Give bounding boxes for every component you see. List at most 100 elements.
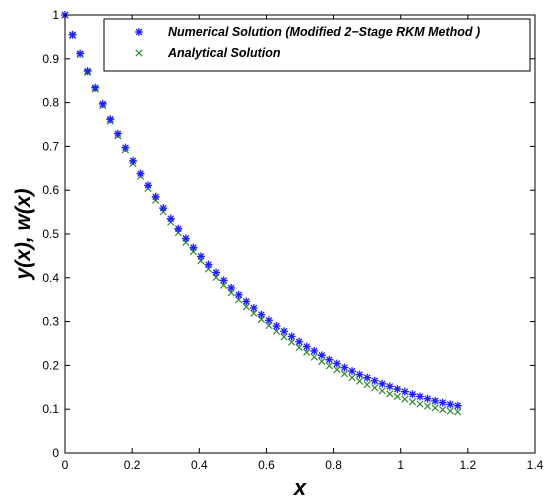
data-point xyxy=(287,332,296,341)
data-point xyxy=(370,376,379,385)
x-tick-label: 0.8 xyxy=(325,458,342,472)
data-point xyxy=(408,398,417,406)
data-point xyxy=(431,396,440,405)
data-point xyxy=(332,359,341,368)
data-point xyxy=(378,387,386,395)
data-point xyxy=(439,406,447,414)
data-point xyxy=(310,346,319,355)
data-point xyxy=(446,400,455,409)
x-tick-label: 0.6 xyxy=(258,458,275,472)
x-axis-label: x xyxy=(293,475,307,499)
data-point xyxy=(423,402,432,410)
data-point xyxy=(113,129,122,138)
data-point xyxy=(310,353,318,361)
y-tick-label: 0.2 xyxy=(42,358,59,372)
y-tick-label: 0.1 xyxy=(42,402,59,416)
data-point xyxy=(272,321,281,330)
data-point xyxy=(393,392,401,401)
legend-label: Numerical Solution (Modified 2−Stage RKM… xyxy=(168,25,480,39)
data-point xyxy=(431,404,439,412)
data-point xyxy=(385,382,394,391)
data-point xyxy=(227,283,236,292)
data-point xyxy=(355,377,364,385)
y-tick-label: 0.5 xyxy=(42,227,59,241)
data-point xyxy=(302,342,311,351)
data-point xyxy=(453,401,462,410)
data-point xyxy=(151,192,160,201)
data-point xyxy=(280,327,289,336)
data-point xyxy=(219,276,228,285)
data-point xyxy=(348,374,356,382)
data-point xyxy=(181,234,190,243)
x-tick-label: 1.2 xyxy=(460,458,477,472)
data-point xyxy=(98,99,107,108)
data-point xyxy=(454,408,462,416)
data-point xyxy=(68,30,77,39)
data-point xyxy=(416,400,424,408)
data-point xyxy=(264,316,273,325)
data-point xyxy=(174,224,183,233)
legend-entry: Numerical Solution (Modified 2−Stage RKM… xyxy=(135,25,480,39)
x-tick-label: 1 xyxy=(397,458,404,472)
legend-marker xyxy=(135,49,143,57)
y-tick-label: 1 xyxy=(52,8,59,22)
data-point xyxy=(159,204,168,213)
data-point xyxy=(340,370,349,378)
data-point xyxy=(325,362,333,370)
y-tick-label: 0.4 xyxy=(42,271,59,285)
data-point xyxy=(76,49,85,58)
data-point xyxy=(250,309,258,317)
data-point xyxy=(401,395,409,403)
data-point xyxy=(393,385,402,394)
data-point xyxy=(280,333,288,341)
data-point xyxy=(204,260,213,269)
legend-box xyxy=(103,18,531,72)
data-point xyxy=(416,392,425,401)
data-point xyxy=(212,268,221,277)
data-point xyxy=(423,394,432,403)
data-point xyxy=(325,355,334,364)
data-point xyxy=(348,367,357,376)
data-point xyxy=(340,363,349,372)
data-point xyxy=(408,390,417,399)
data-point xyxy=(144,181,153,190)
data-point xyxy=(121,143,130,152)
data-point xyxy=(371,384,379,392)
data-point xyxy=(136,169,145,178)
legend-marker xyxy=(135,28,143,36)
data-point xyxy=(400,387,409,396)
x-tick-label: 1.4 xyxy=(527,458,544,472)
data-point xyxy=(189,243,198,252)
data-markers xyxy=(61,11,462,416)
plot-area-frame xyxy=(64,14,536,454)
data-point xyxy=(363,381,371,389)
y-tick-label: 0.7 xyxy=(42,139,59,153)
data-point xyxy=(318,357,326,366)
data-point xyxy=(295,337,304,346)
y-axis-label: y(x), w(x) xyxy=(12,188,35,280)
data-point xyxy=(83,67,92,76)
data-point xyxy=(303,348,311,356)
data-point xyxy=(234,290,243,299)
data-point xyxy=(106,115,115,124)
data-point xyxy=(446,407,454,415)
data-point xyxy=(242,297,251,306)
data-point xyxy=(438,398,447,407)
y-tick-label: 0 xyxy=(52,446,59,460)
data-point xyxy=(378,379,387,388)
x-tick-label: 0.4 xyxy=(191,458,208,472)
y-tick-label: 0.6 xyxy=(42,183,59,197)
data-point xyxy=(249,304,258,313)
data-point xyxy=(386,390,394,398)
legend: Numerical Solution (Modified 2−Stage RKM… xyxy=(103,18,531,72)
data-point xyxy=(91,83,100,92)
data-point xyxy=(317,351,326,360)
data-point xyxy=(272,327,281,335)
legend-entry: Analytical Solution xyxy=(135,46,281,60)
y-tick-label: 0.3 xyxy=(42,315,59,329)
y-tick-label: 0.9 xyxy=(42,52,59,66)
data-point xyxy=(166,214,175,223)
data-point xyxy=(333,366,341,374)
